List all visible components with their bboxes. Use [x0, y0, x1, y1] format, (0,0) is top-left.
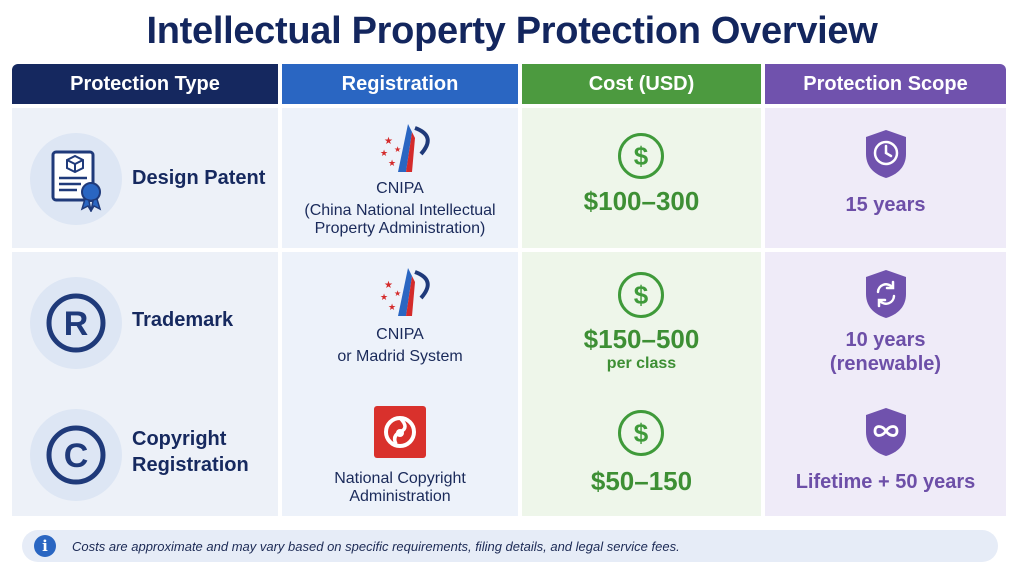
scope-value: 15 years — [845, 194, 926, 216]
cost-value: $100–300 — [583, 186, 700, 216]
svg-text:★: ★ — [380, 149, 388, 159]
header-protection-scope: Protection Scope — [765, 64, 1006, 104]
scope-value: Lifetime + 50 years — [795, 471, 976, 493]
cost-note: per class — [606, 355, 677, 372]
table-row-cost-cell: $ $50–150 — [522, 392, 761, 516]
dollar-icon: $ — [618, 133, 664, 179]
ncac-logo — [374, 406, 426, 458]
table-row-registration-cell: ★ ★ ★ ★ CNIPA (China National Intellectu… — [282, 108, 518, 248]
page-title: Intellectual Property Protection Overvie… — [146, 10, 878, 52]
info-icon: i — [34, 535, 56, 557]
cost-value: $50–150 — [590, 466, 693, 496]
cnipa-logo: ★ ★ ★ ★ — [380, 268, 430, 316]
refresh-shield-icon — [866, 270, 906, 318]
svg-text:★: ★ — [394, 145, 401, 154]
table-row-cost-cell: $ $150–500 per class — [522, 252, 761, 392]
registered-icon: R — [30, 277, 122, 369]
registration-detail: (China National Intellectual Property Ad… — [304, 202, 496, 237]
svg-text:★: ★ — [394, 289, 401, 298]
header-protection-type: Protection Type — [12, 64, 278, 104]
table-row-registration-cell: National Copyright Administration — [282, 392, 518, 516]
svg-text:★: ★ — [380, 293, 388, 303]
table-row-scope-cell: Lifetime + 50 years — [765, 392, 1006, 516]
infinity-shield-icon — [866, 408, 906, 456]
cnipa-logo: ★ ★ ★ ★ — [380, 124, 430, 172]
cost-value: $150–500 — [583, 324, 700, 354]
registration-detail: or Madrid System — [337, 348, 463, 365]
table-row-type-cell: Design Patent — [12, 108, 278, 248]
table-row-type-cell: C Copyright Registration — [12, 392, 278, 516]
svg-text:C: C — [64, 437, 89, 475]
header-registration: Registration — [282, 64, 518, 104]
svg-text:★: ★ — [384, 280, 393, 291]
svg-text:★: ★ — [384, 136, 393, 147]
protection-type-label: Design Patent — [132, 167, 266, 189]
footnote-bar: i Costs are approximate and may vary bas… — [22, 530, 998, 562]
registration-office: CNIPA — [376, 180, 424, 197]
svg-text:★: ★ — [388, 303, 396, 313]
footnote-text: Costs are approximate and may vary based… — [72, 538, 680, 554]
table-row-cost-cell: $ $100–300 — [522, 108, 761, 248]
copyright-icon: C — [30, 409, 122, 501]
svg-text:R: R — [64, 305, 89, 343]
protection-type-label: Copyright Registration — [132, 428, 249, 476]
clock-shield-icon — [866, 130, 906, 178]
protection-type-label: Trademark — [132, 309, 234, 331]
table-row-type-cell: R Trademark — [12, 252, 278, 392]
table-row-scope-cell: 15 years — [765, 108, 1006, 248]
registration-office: CNIPA — [376, 326, 424, 343]
dollar-icon: $ — [618, 410, 664, 456]
registration-office: National Copyright Administration — [334, 470, 466, 505]
table-row-registration-cell: ★ ★ ★ ★ CNIPA or Madrid System — [282, 252, 518, 392]
dollar-icon: $ — [618, 272, 664, 318]
header-cost: Cost (USD) — [522, 64, 761, 104]
certificate-icon — [30, 133, 122, 225]
svg-text:★: ★ — [388, 159, 396, 169]
table-row-scope-cell: 10 years (renewable) — [765, 252, 1006, 392]
scope-value: 10 years (renewable) — [829, 329, 942, 375]
